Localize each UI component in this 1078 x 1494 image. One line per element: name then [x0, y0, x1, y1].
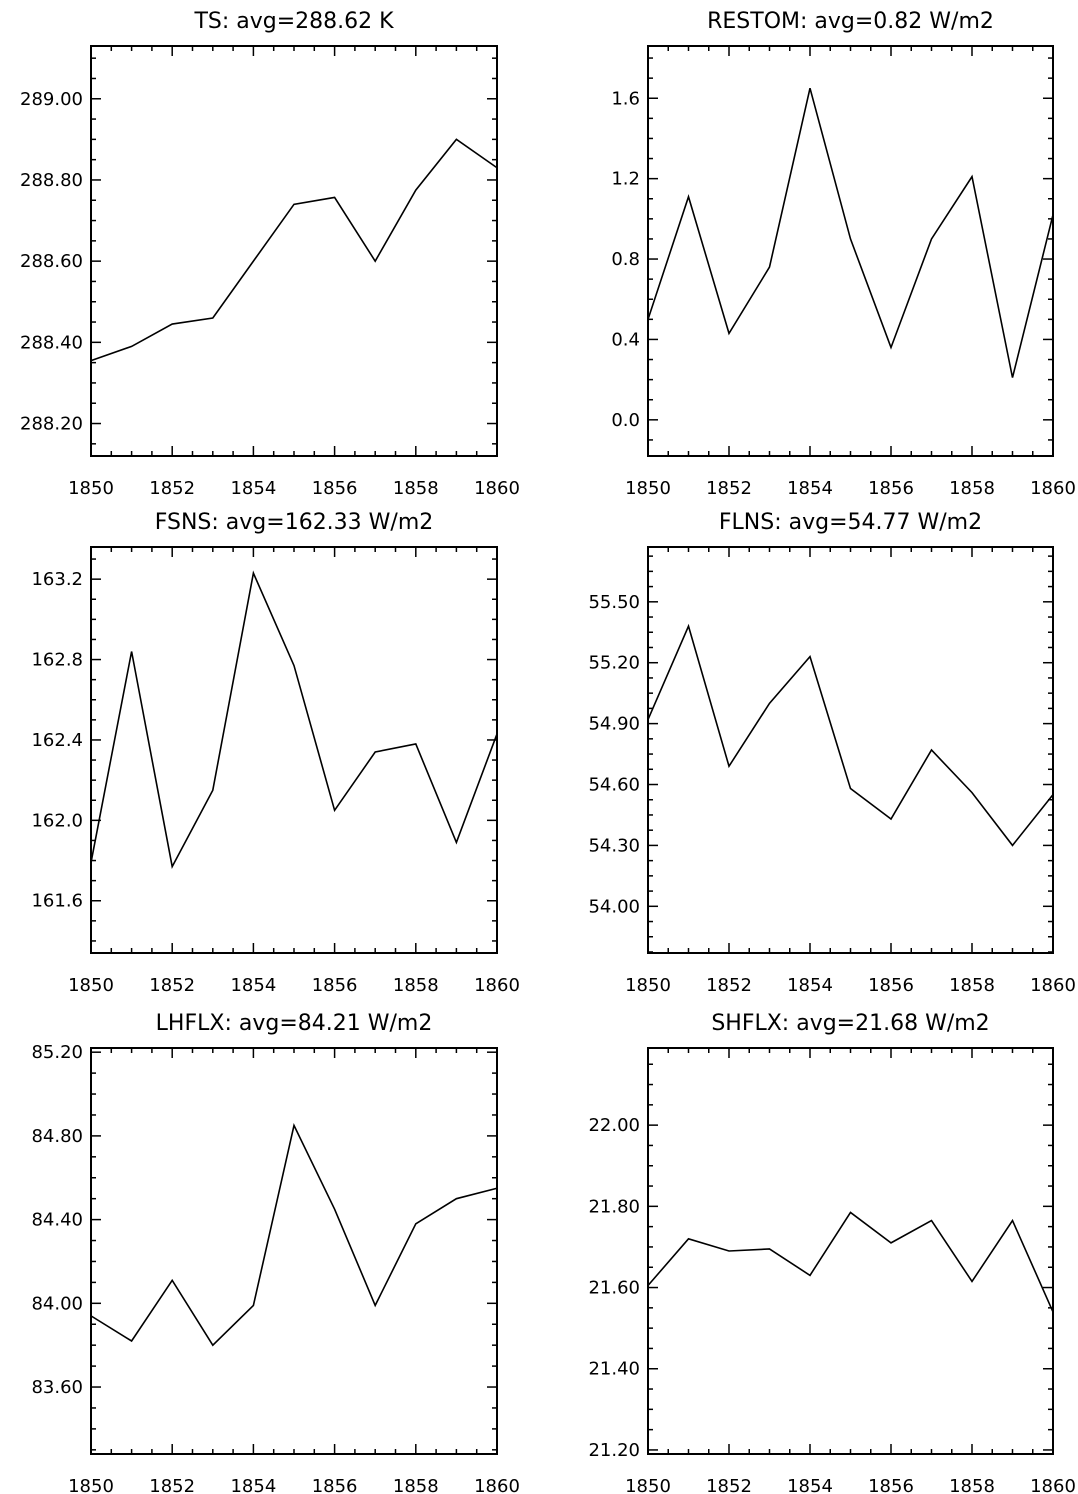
- x-tick-label: 1856: [868, 975, 914, 996]
- x-tick-label: 1850: [68, 975, 114, 996]
- panel-6: SHFLX: avg=21.68 W/m2 1850 1852 1854 1856 185…: [588, 1011, 1075, 1494]
- x-tick-label: 1854: [230, 478, 276, 499]
- x-tick-label: 1860: [474, 478, 520, 499]
- y-tick-label: 84.40: [31, 1210, 83, 1231]
- panel-title: FSNS: avg=162.33 W/m2: [155, 510, 434, 535]
- x-tick-label: 1856: [312, 975, 358, 996]
- x-tick-label: 1854: [787, 1476, 833, 1494]
- y-tick-label: 288.80: [20, 170, 83, 191]
- x-tick-label: 1860: [474, 975, 520, 996]
- y-tick-label: 0.0: [611, 410, 640, 431]
- series-line: [90, 570, 498, 869]
- x-tick-label: 1850: [625, 1476, 671, 1494]
- y-tick-label: 54.00: [588, 896, 640, 917]
- x-tick-label: 1858: [393, 975, 439, 996]
- plot-frame: [647, 546, 1054, 954]
- x-tick-label: 1852: [706, 478, 752, 499]
- x-tick-label: 1854: [787, 975, 833, 996]
- x-tick-label: 1854: [230, 1476, 276, 1494]
- y-tick-label: 0.4: [611, 329, 640, 350]
- x-tick-label: 1852: [149, 1476, 195, 1494]
- y-tick-label: 21.20: [588, 1440, 640, 1461]
- y-tick-label: 54.30: [588, 835, 640, 856]
- x-tick-label: 1858: [393, 478, 439, 499]
- x-tick-label: 1856: [312, 478, 358, 499]
- panel-title: FLNS: avg=54.77 W/m2: [719, 510, 982, 535]
- x-tick-label: 1856: [868, 1476, 914, 1494]
- x-tick-label: 1858: [949, 1476, 995, 1494]
- x-tick-label: 1854: [787, 478, 833, 499]
- panel-2: RESTOM: avg=0.82 W/m2 1850 1852 1854 1856 185…: [611, 9, 1076, 499]
- y-tick-label: 161.6: [31, 891, 83, 912]
- y-tick-label: 288.20: [20, 414, 83, 435]
- y-tick-label: 84.80: [31, 1126, 83, 1147]
- panel-title: TS: avg=288.62 K: [193, 9, 394, 34]
- x-tick-label: 1852: [149, 975, 195, 996]
- y-tick-label: 163.2: [31, 569, 83, 590]
- y-tick-label: 21.40: [588, 1359, 640, 1380]
- y-tick-label: 21.60: [588, 1278, 640, 1299]
- x-tick-label: 1850: [68, 1476, 114, 1494]
- x-tick-label: 1856: [868, 478, 914, 499]
- y-tick-label: 1.6: [611, 88, 640, 109]
- y-tick-label: 54.60: [588, 775, 640, 796]
- panel-1: TS: avg=288.62 K 1850 1852 1854 1856 1858 1860…: [20, 9, 520, 499]
- y-tick-label: 0.8: [611, 249, 640, 270]
- y-tick-label: 288.40: [20, 332, 83, 353]
- x-tick-label: 1860: [1030, 1476, 1076, 1494]
- x-tick-label: 1858: [393, 1476, 439, 1494]
- y-tick-label: 21.80: [588, 1196, 640, 1217]
- y-tick-label: 22.00: [588, 1115, 640, 1136]
- plot-frame: [90, 1047, 498, 1455]
- x-tick-label: 1860: [1030, 478, 1076, 499]
- y-tick-label: 288.60: [20, 251, 83, 272]
- plot-frame: [647, 45, 1054, 457]
- x-tick-label: 1860: [1030, 975, 1076, 996]
- y-tick-label: 55.20: [588, 653, 640, 674]
- y-tick-label: 162.8: [31, 650, 83, 671]
- y-tick-label: 289.00: [20, 89, 83, 110]
- y-tick-label: 54.90: [588, 714, 640, 735]
- x-tick-label: 1850: [625, 975, 671, 996]
- y-tick-label: 84.00: [31, 1293, 83, 1314]
- x-tick-label: 1850: [625, 478, 671, 499]
- series-line: [647, 623, 1054, 847]
- y-tick-label: 83.60: [31, 1377, 83, 1398]
- y-tick-label: 85.20: [31, 1042, 83, 1063]
- y-tick-label: 162.0: [31, 810, 83, 831]
- x-tick-label: 1850: [68, 478, 114, 499]
- x-tick-label: 1856: [312, 1476, 358, 1494]
- x-tick-label: 1858: [949, 478, 995, 499]
- x-tick-label: 1852: [706, 1476, 752, 1494]
- x-tick-label: 1852: [706, 975, 752, 996]
- y-tick-label: 162.4: [31, 730, 83, 751]
- plot-frame: [90, 45, 498, 457]
- series-line: [647, 1211, 1054, 1313]
- series-line: [90, 1123, 498, 1347]
- panel-title: LHFLX: avg=84.21 W/m2: [156, 1011, 433, 1036]
- x-tick-label: 1852: [149, 478, 195, 499]
- panel-title: SHFLX: avg=21.68 W/m2: [711, 1011, 989, 1036]
- panel-3: FSNS: avg=162.33 W/m2 1850 1852 1854 1856 185…: [31, 510, 519, 996]
- series-line: [647, 87, 1054, 378]
- plot-frame: [90, 546, 498, 954]
- x-tick-label: 1860: [474, 1476, 520, 1494]
- panel-5: LHFLX: avg=84.21 W/m2 1850 1852 1854 1856 185…: [31, 1011, 519, 1494]
- y-tick-label: 55.50: [588, 592, 640, 613]
- y-tick-label: 1.2: [611, 169, 640, 190]
- x-tick-label: 1858: [949, 975, 995, 996]
- series-line: [90, 138, 498, 362]
- x-tick-label: 1854: [230, 975, 276, 996]
- panel-4: FLNS: avg=54.77 W/m2 1850 1852 1854 1856 1858…: [588, 510, 1075, 996]
- panel-title: RESTOM: avg=0.82 W/m2: [707, 9, 994, 34]
